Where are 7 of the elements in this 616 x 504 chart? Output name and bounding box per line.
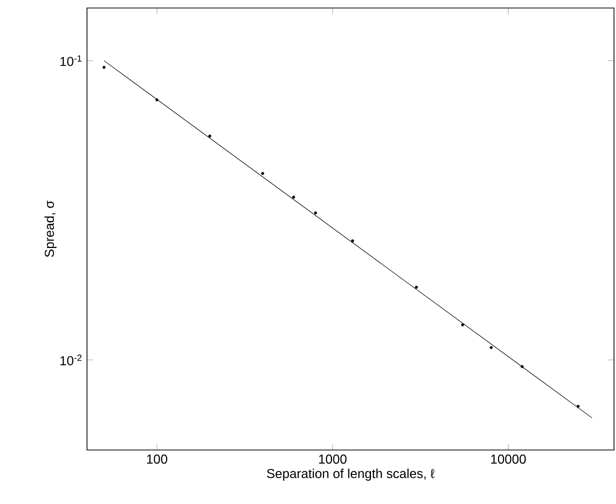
x-axis-title: Separation of length scales, ℓ: [266, 468, 434, 481]
y-tick-label: 10$^{-1}$: [60, 55, 82, 66]
y-tick-label: 10$^{-2}$: [60, 354, 82, 366]
x-tick-label: 10000: [491, 454, 526, 464]
y-axis-title: Spread, σ: [44, 200, 57, 257]
x-tick-label: 1000: [319, 454, 347, 464]
x-tick-label: 100: [147, 454, 168, 464]
